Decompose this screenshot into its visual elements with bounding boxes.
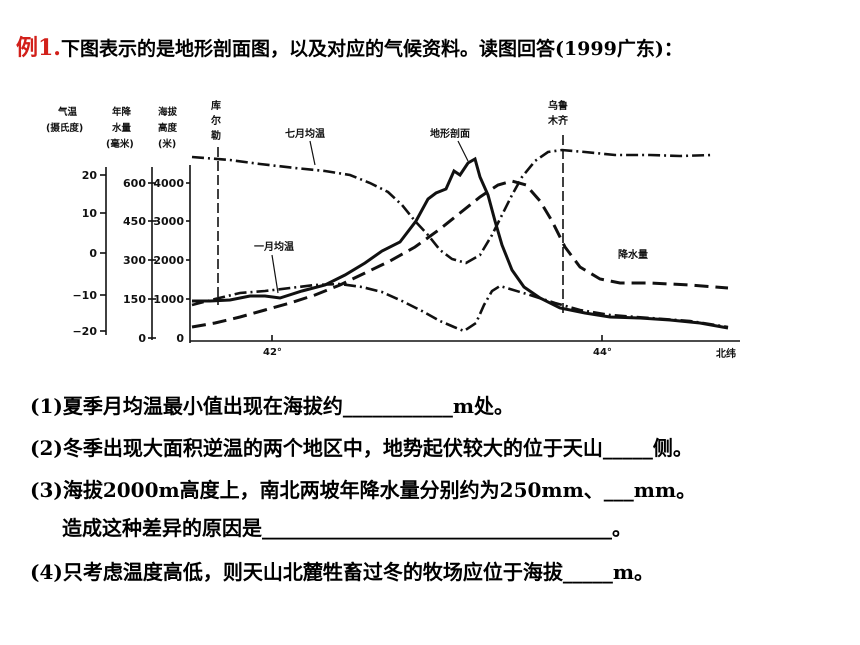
precip-tick: 450 — [123, 215, 146, 228]
x-tick-42: 42° — [263, 347, 282, 358]
alt-tick: 3000 — [153, 215, 184, 228]
question-4: (4)只考虑温度高低，则天山北麓牲畜过冬的牧场应位于海拔_____m。 — [30, 560, 655, 584]
question-3-reason: 造成这种差异的原因是______________________________… — [62, 516, 632, 540]
question-3: (3)海拔2000m高度上，南北两坡年降水量分别约为250mm、___mm。 — [30, 478, 697, 502]
alt-tick: 2000 — [153, 254, 184, 267]
precip-header-2: 水量 — [112, 122, 132, 134]
precip-tick: 0 — [138, 332, 146, 345]
alt-header-3: (米) — [158, 138, 176, 150]
temp-tick: 10 — [82, 207, 98, 220]
question-2: (2)冬季出现大面积逆温的两个地区中，地势起伏较大的位于天山_____侧。 — [30, 436, 693, 460]
place-kuerle: 勒 — [211, 129, 221, 142]
temp-tick: −20 — [72, 325, 97, 338]
jan-temp-label: 一月均温 — [254, 240, 294, 253]
problem-statement: 下图表示的是地形剖面图，以及对应的气候资料。读图回答(1999广东)： — [60, 38, 683, 60]
precip-header-3: (毫米) — [106, 138, 134, 150]
terrain-climate-figure: 气温 (摄氏度) 年降 水量 (毫米) 海拔 高度 (米) 20 10 0 −1… — [46, 99, 740, 360]
place-kuerle: 尔 — [210, 114, 221, 127]
precip-tick: 600 — [123, 177, 146, 190]
alt-tick: 4000 — [153, 177, 184, 190]
july-temp-label: 七月均温 — [285, 127, 325, 140]
alt-tick: 0 — [176, 332, 184, 345]
terrain-profile-curve — [192, 156, 729, 330]
temp-header-1: 气温 — [57, 106, 78, 118]
temp-tick: −10 — [72, 289, 97, 302]
x-axis-unit: 北纬 — [716, 347, 736, 360]
x-tick-44: 44° — [593, 347, 612, 358]
precip-tick: 150 — [123, 293, 146, 306]
july-temp-curve — [191, 148, 713, 265]
alt-header-1: 海拔 — [158, 106, 178, 118]
place-kuerle: 库 — [211, 99, 221, 112]
alt-header-2: 高度 — [158, 122, 178, 134]
question-1: (1)夏季月均温最小值出现在海拔约___________m处。 — [30, 394, 515, 418]
temp-header-2: (摄氏度) — [46, 122, 83, 134]
place-urumqi: 木齐 — [547, 114, 569, 127]
precip-header-1: 年降 — [112, 106, 132, 118]
jan-temp-curve — [191, 282, 729, 333]
temp-tick: 0 — [89, 247, 97, 260]
precip-tick: 300 — [123, 254, 146, 267]
problem-title: 例1.下图表示的是地形剖面图，以及对应的气候资料。读图回答(1999广东)： — [16, 30, 683, 62]
precip-label: 降水量 — [618, 248, 648, 261]
example-tag: 例1. — [16, 35, 61, 61]
alt-tick: 1000 — [153, 293, 184, 306]
precipitation-curve — [191, 179, 729, 329]
temp-tick: 20 — [82, 169, 98, 182]
terrain-label: 地形剖面 — [430, 127, 470, 140]
place-urumqi: 乌鲁 — [548, 99, 568, 112]
